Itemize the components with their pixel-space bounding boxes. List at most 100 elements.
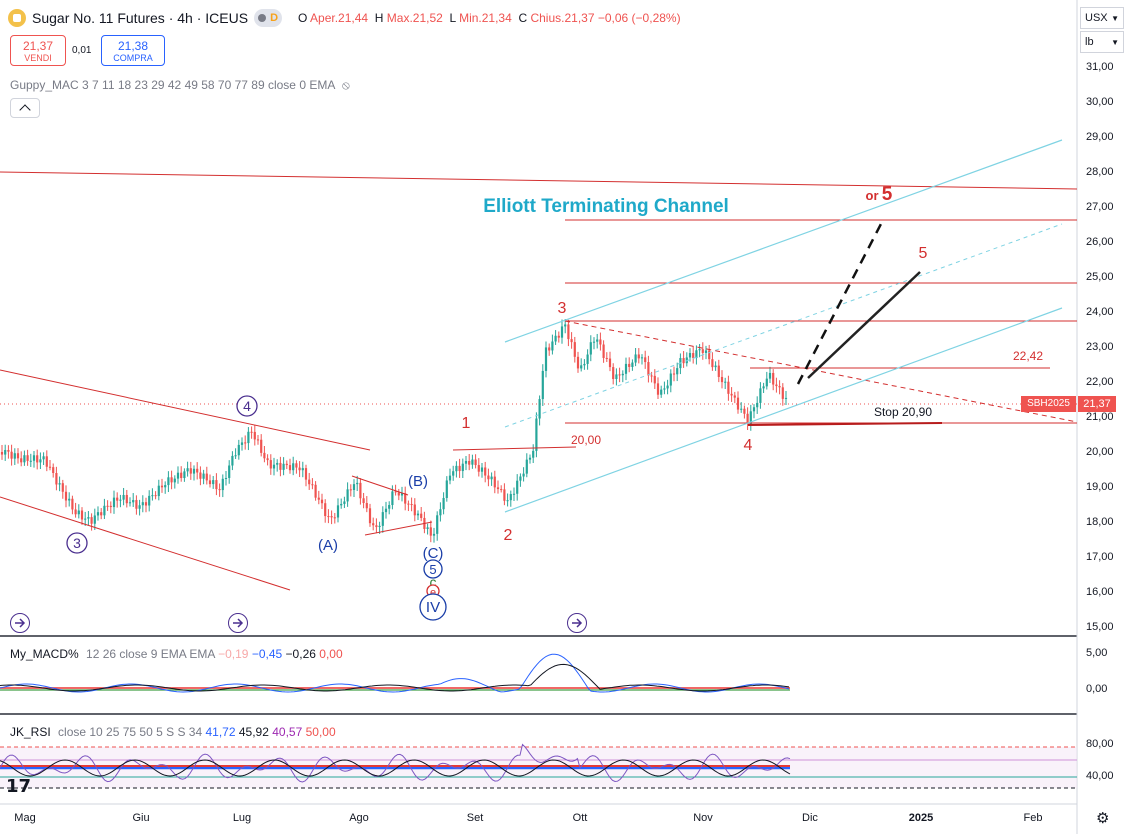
time-tick-label: Mag: [14, 812, 35, 824]
price-tick-label: 22,00: [1086, 376, 1114, 388]
candle-body: [288, 465, 292, 471]
candle-body: [740, 408, 743, 410]
candle-body: [68, 498, 71, 501]
candle-body: [580, 365, 583, 369]
guppy-indicator-label[interactable]: Guppy_MAC 3 7 11 18 23 29 42 49 58 70 77…: [10, 78, 350, 93]
status-pill[interactable]: D: [254, 9, 283, 27]
macd-signal-line: [0, 663, 790, 692]
candle-body: [391, 491, 394, 506]
candle-body: [775, 384, 778, 387]
tradingview-logo[interactable]: 17: [6, 776, 32, 797]
candle-body: [612, 367, 615, 380]
candle-body: [77, 510, 80, 515]
projection-dashed-line: [796, 221, 884, 385]
candle-body: [208, 480, 212, 485]
candle-body: [420, 513, 423, 518]
rsi-indicator-label[interactable]: JK_RSI close 10 25 75 50 5 S S 34 41,72 …: [10, 725, 336, 739]
candle-body: [384, 508, 388, 513]
price-tick-label: 24,00: [1086, 306, 1114, 318]
candle-body: [532, 450, 535, 458]
candle-body: [125, 494, 128, 504]
symbol-price-tag: SBH2025: [1021, 396, 1076, 412]
candle-body: [756, 402, 759, 408]
dashed-trend-line: [564, 320, 1078, 423]
time-tick-label: Giu: [132, 812, 149, 824]
candle-body: [103, 505, 106, 516]
trend-line: [0, 171, 1078, 190]
candle-body: [759, 388, 762, 403]
candle-body: [426, 527, 429, 529]
candle-body: [36, 455, 39, 463]
close-value: Chius.21,37: [530, 11, 595, 25]
wave-circle-4-circle: [236, 395, 258, 417]
candle-body: [647, 362, 650, 376]
price-tick-label: 19,00: [1086, 481, 1114, 493]
candle-body: [45, 456, 48, 467]
candle-body: [554, 335, 557, 342]
wave-circle-5: 5: [429, 562, 436, 577]
currency-selector[interactable]: USX ▼: [1080, 7, 1124, 29]
settings-gear-icon[interactable]: ⚙: [1096, 810, 1110, 827]
candle-body: [173, 478, 176, 483]
candle-body: [631, 362, 634, 367]
candle-body: [404, 493, 407, 504]
candle-body: [682, 358, 685, 364]
jump-arrow-icon: [233, 618, 244, 628]
candle-body: [708, 350, 711, 360]
candle-body: [634, 354, 637, 363]
candle-body: [122, 494, 125, 500]
guppy-params: Guppy_MAC 3 7 11 18 23 29 42 49 58 70 77…: [10, 78, 335, 92]
jump-button-1[interactable]: [10, 613, 30, 633]
unit-selector[interactable]: lb ▼: [1080, 31, 1124, 53]
sell-price: 21,37: [22, 38, 54, 53]
ohlc-readout: O Aper.21,44 H Max.21,52 L Min.21,34 C C…: [298, 11, 681, 25]
sell-button[interactable]: 21,37 VENDI: [10, 35, 66, 66]
macd-indicator-label[interactable]: My_MACD% 12 26 close 9 EMA EMA −0,19 −0,…: [10, 647, 343, 661]
candle-body: [592, 341, 596, 343]
candle-body: [615, 374, 618, 380]
level-label-2000: 20,00: [571, 433, 601, 447]
price-tick-label: 16,00: [1086, 586, 1114, 598]
candle-body: [557, 335, 560, 338]
high-label: H: [374, 11, 384, 25]
candle-body: [762, 386, 765, 389]
price-tick-label: 27,00: [1086, 201, 1114, 213]
macd-tick-label: 5,00: [1086, 647, 1107, 659]
candle-body: [397, 492, 400, 496]
candle-body: [48, 466, 52, 468]
candle-body: [432, 533, 436, 536]
candle-body: [199, 472, 202, 479]
candle-body: [752, 407, 756, 412]
currency-label: USX: [1085, 12, 1108, 24]
candle-body: [624, 363, 628, 374]
candle-body: [55, 472, 58, 485]
candle-body: [464, 460, 468, 464]
candle-body: [640, 357, 644, 359]
price-tick-label: 30,00: [1086, 96, 1114, 108]
jump-button-3[interactable]: [567, 613, 587, 633]
candle-body: [138, 505, 141, 509]
candle-body: [266, 458, 269, 461]
candle-body: [352, 484, 356, 490]
price-tick-label: 28,00: [1086, 166, 1114, 178]
hidden-eye-icon[interactable]: ⦸: [342, 78, 350, 92]
collapse-indicators-button[interactable]: [10, 98, 40, 118]
channel-mid-line: [504, 223, 1063, 428]
candle-body: [144, 502, 148, 506]
candle-body: [272, 464, 276, 469]
open-value: Aper.21,44: [310, 11, 369, 25]
candle-body: [250, 431, 253, 433]
candle-body: [141, 502, 144, 506]
buy-button[interactable]: 21,38 COMPRA: [101, 35, 165, 66]
candle-body: [781, 387, 784, 399]
candle-body: [61, 483, 64, 492]
symbol-title[interactable]: Sugar No. 11 Futures · 4h · ICEUS: [32, 10, 249, 26]
candle-body: [164, 485, 167, 488]
jump-button-2[interactable]: [228, 613, 248, 633]
candle-body: [52, 467, 55, 473]
candle-body: [519, 476, 522, 481]
candle-body: [564, 324, 567, 327]
candle-body: [784, 397, 788, 399]
time-tick-label: Feb: [1024, 812, 1043, 824]
